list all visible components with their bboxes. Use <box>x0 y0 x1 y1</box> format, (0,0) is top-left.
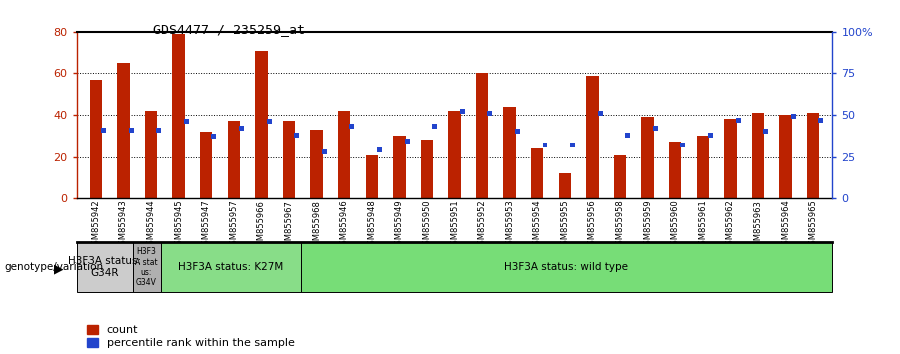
Bar <box>460 109 464 114</box>
Legend: count, percentile rank within the sample: count, percentile rank within the sample <box>86 325 294 348</box>
Bar <box>256 51 267 198</box>
Bar <box>283 121 295 198</box>
Bar <box>377 148 382 153</box>
Bar <box>614 155 626 198</box>
Bar <box>405 139 410 144</box>
Bar <box>598 111 603 116</box>
Bar <box>349 124 355 129</box>
Bar <box>570 143 575 148</box>
Bar <box>448 111 461 198</box>
Bar <box>724 119 736 198</box>
Text: H3F3
A stat
us:
G34V: H3F3 A stat us: G34V <box>135 247 158 287</box>
Bar <box>779 115 792 198</box>
Bar <box>338 111 350 198</box>
Bar <box>184 119 189 124</box>
Bar <box>818 118 824 122</box>
Bar <box>708 132 713 137</box>
Bar <box>586 75 598 198</box>
Bar <box>310 130 323 198</box>
Bar <box>212 134 216 139</box>
Bar <box>543 143 547 148</box>
Bar <box>626 132 630 137</box>
Bar <box>228 121 240 198</box>
Bar <box>559 173 572 198</box>
Bar <box>752 113 764 198</box>
Bar <box>642 117 653 198</box>
Bar <box>680 143 686 148</box>
Bar <box>807 113 819 198</box>
Text: GDS4477 / 235259_at: GDS4477 / 235259_at <box>153 23 305 36</box>
Text: genotype/variation: genotype/variation <box>4 262 104 272</box>
Bar <box>101 127 106 132</box>
Bar <box>117 63 130 198</box>
Bar <box>735 118 741 122</box>
Bar <box>763 129 769 134</box>
Bar <box>652 126 658 131</box>
Bar <box>173 34 184 198</box>
Bar <box>503 107 516 198</box>
Bar <box>129 127 133 132</box>
Text: H3F3A status: K27M: H3F3A status: K27M <box>178 262 284 272</box>
Bar <box>200 132 212 198</box>
Bar <box>420 140 433 198</box>
Bar <box>476 73 489 198</box>
Bar <box>90 80 102 198</box>
Text: H3F3A status:
G34R: H3F3A status: G34R <box>68 256 141 278</box>
Bar <box>322 149 327 154</box>
Bar <box>487 111 492 116</box>
Bar <box>697 136 709 198</box>
Bar <box>294 132 299 137</box>
Bar <box>669 142 681 198</box>
Bar <box>157 127 161 132</box>
Bar <box>365 155 378 198</box>
Text: H3F3A status: wild type: H3F3A status: wild type <box>505 262 628 272</box>
Bar <box>145 111 158 198</box>
Bar <box>791 114 796 119</box>
Bar <box>266 119 272 124</box>
Bar <box>531 148 544 198</box>
Text: ▶: ▶ <box>54 263 64 275</box>
Bar <box>393 136 406 198</box>
Bar <box>239 126 244 131</box>
Bar <box>432 124 437 129</box>
Bar <box>515 129 520 134</box>
